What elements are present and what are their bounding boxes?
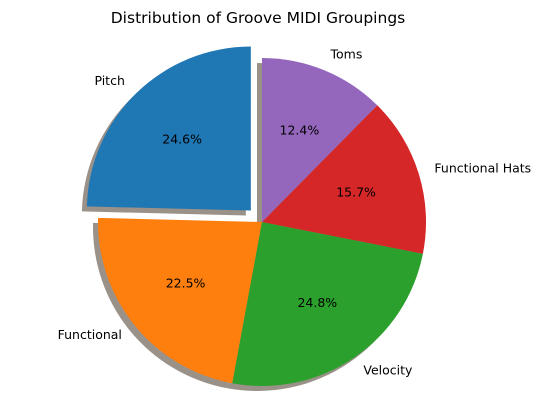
- slice-label-functional: Functional: [58, 327, 122, 342]
- slice-toms: [262, 58, 378, 222]
- slice-pitch: [86, 46, 251, 211]
- slice-percent-functional-hats: 15.7%: [336, 185, 376, 200]
- slice-percent-toms: 12.4%: [280, 122, 320, 137]
- slice-label-functional-hats: Functional Hats: [434, 160, 531, 175]
- label-layer: Pitch 24.6% Functional 22.5% Velocity 24.8% Fu…: [58, 47, 532, 378]
- slice-label-velocity: Velocity: [363, 363, 413, 378]
- slice-label-pitch: Pitch: [94, 73, 124, 88]
- slice-velocity: [232, 222, 423, 386]
- slice-percent-velocity: 24.8%: [297, 295, 337, 310]
- slice-label-toms: Toms: [330, 47, 363, 62]
- slice-percent-pitch: 24.6%: [162, 132, 202, 147]
- slice-functional: [98, 217, 262, 384]
- slice-percent-functional: 22.5%: [166, 276, 206, 291]
- chart-title: Distribution of Groove MIDI Groupings: [111, 9, 405, 27]
- slice-layer: [86, 46, 426, 386]
- slice-functional-hats: [262, 105, 426, 254]
